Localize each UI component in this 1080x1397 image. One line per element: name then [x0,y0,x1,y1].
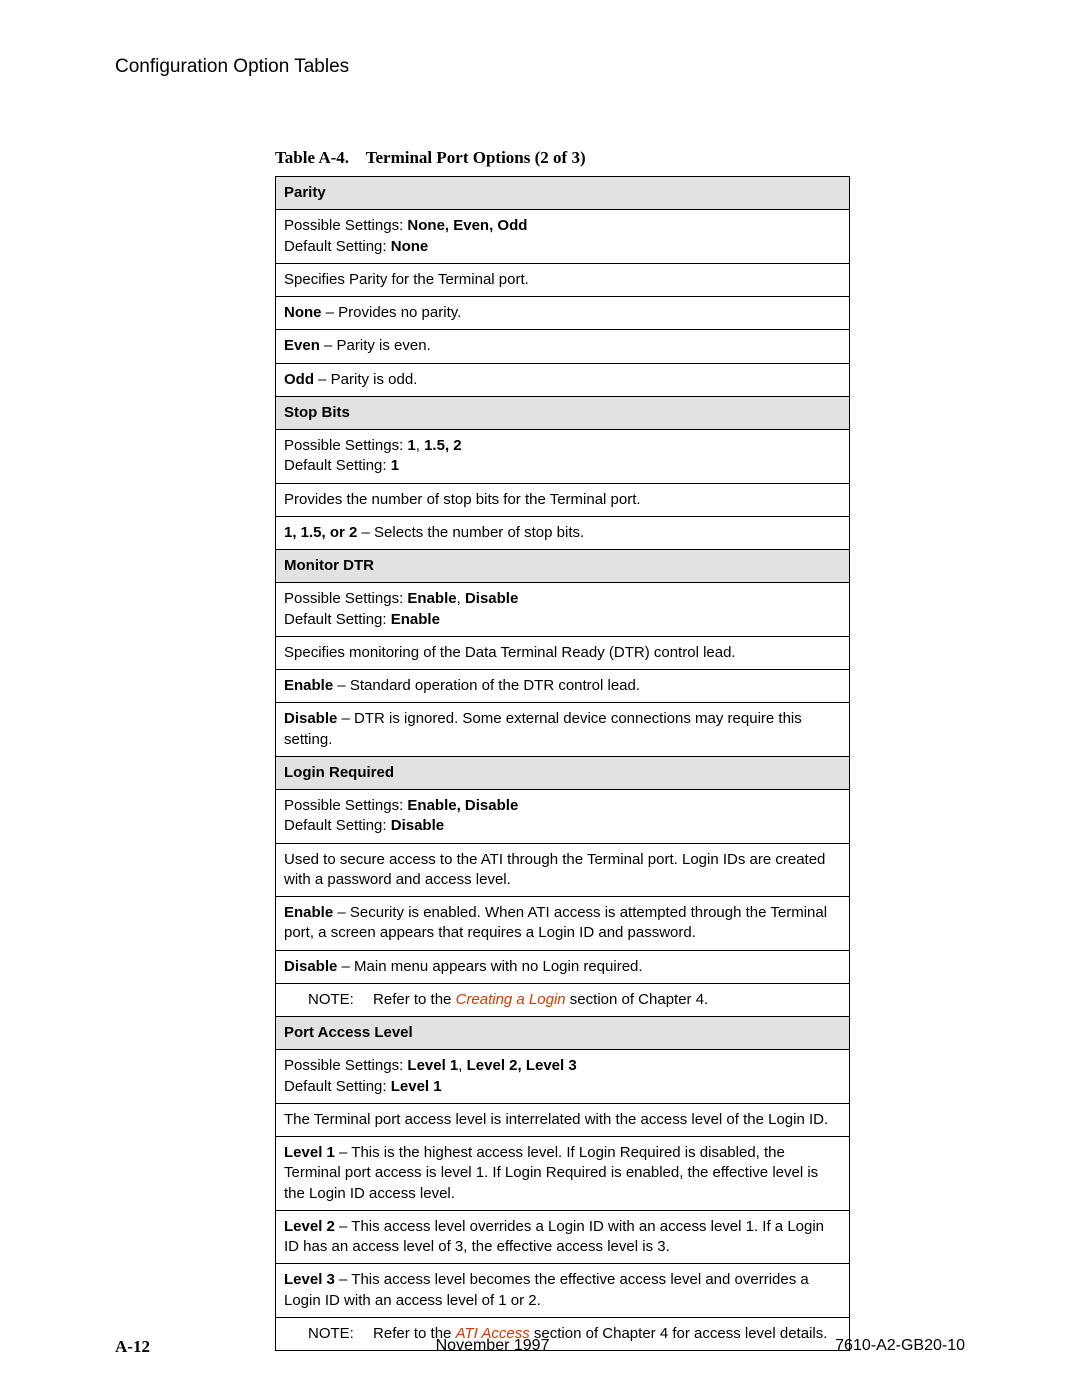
login-desc: Used to secure access to the ATI through… [276,843,850,897]
note-pre: Refer to the [373,991,456,1008]
parity-even: Even – Parity is even. [276,330,850,363]
sep: , [416,437,424,454]
page-header: Configuration Option Tables [115,56,965,78]
label: Possible Settings: [284,437,407,454]
creating-login-link[interactable]: Creating a Login [456,991,566,1008]
value: Disable [391,817,444,834]
label: Default Setting: [284,611,391,628]
access-l2: Level 2 – This access level overrides a … [276,1210,850,1264]
dtr-head: Monitor DTR [276,550,850,583]
text: – This access level becomes the effectiv… [284,1271,809,1308]
term: Level 2 [284,1218,335,1235]
stopbits-desc: Provides the number of stop bits for the… [276,483,850,516]
login-enable: Enable – Security is enabled. When ATI a… [276,897,850,951]
parity-odd: Odd – Parity is odd. [276,363,850,396]
value: None, Even, Odd [407,217,527,234]
term: Disable [284,958,337,975]
page-number: A-12 [115,1337,150,1357]
access-settings: Possible Settings: Level 1, Level 2, Lev… [276,1050,850,1104]
value: Level 1 [391,1078,442,1095]
term: Odd [284,371,314,388]
label: Default Setting: [284,1078,391,1095]
value: Level 1 [407,1057,458,1074]
stopbits-head: Stop Bits [276,396,850,429]
value: Enable, Disable [407,797,518,814]
dtr-desc: Specifies monitoring of the Data Termina… [276,636,850,669]
dtr-disable: Disable – DTR is ignored. Some external … [276,703,850,757]
text: – Main menu appears with no Login requir… [337,958,642,975]
login-settings: Possible Settings: Enable, Disable Defau… [276,790,850,844]
parity-settings: Possible Settings: None, Even, Odd Defau… [276,210,850,264]
table-container: Table A-4. Terminal Port Options (2 of 3… [275,148,850,1351]
login-head: Login Required [276,756,850,789]
login-note: NOTE: Refer to the Creating a Login sect… [276,983,850,1016]
table-caption: Table A-4. Terminal Port Options (2 of 3… [275,148,850,168]
term: Level 1 [284,1144,335,1161]
text: – This access level overrides a Login ID… [284,1218,824,1255]
value: Enable [407,590,456,607]
access-l3: Level 3 – This access level becomes the … [276,1264,850,1318]
label: Possible Settings: [284,217,407,234]
term: Enable [284,904,333,921]
text: – Standard operation of the DTR control … [333,677,640,694]
sep: , [458,1057,466,1074]
dtr-settings: Possible Settings: Enable, Disable Defau… [276,583,850,637]
text: – Provides no parity. [322,304,462,321]
sep: , [457,590,465,607]
term: Even [284,337,320,354]
value2: Disable [465,590,518,607]
value: None [391,238,429,255]
text: – This is the highest access level. If L… [284,1144,818,1202]
dtr-enable: Enable – Standard operation of the DTR c… [276,670,850,703]
login-disable: Disable – Main menu appears with no Logi… [276,950,850,983]
footer-doc-id: 7610-A2-GB20-10 [835,1337,965,1357]
page: Configuration Option Tables Table A-4. T… [0,0,1080,1397]
value2: Level 2, Level 3 [467,1057,577,1074]
footer-date: November 1997 [436,1337,550,1357]
term: Disable [284,710,337,727]
stopbits-sel: 1, 1.5, or 2 – Selects the number of sto… [276,516,850,549]
text: – Parity is even. [320,337,431,354]
text: – Selects the number of stop bits. [357,524,584,541]
access-l1: Level 1 – This is the highest access lev… [276,1137,850,1211]
page-footer: A-12 November 1997 7610-A2-GB20-10 [115,1337,965,1357]
options-table: Parity Possible Settings: None, Even, Od… [275,176,850,1351]
access-head: Port Access Level [276,1017,850,1050]
note-label: NOTE: [308,991,369,1008]
parity-head: Parity [276,177,850,210]
value: 1 [407,437,415,454]
stopbits-settings: Possible Settings: 1, 1.5, 2 Default Set… [276,430,850,484]
value: 1 [391,457,399,474]
term: 1, 1.5, or 2 [284,524,357,541]
label: Possible Settings: [284,1057,407,1074]
label: Default Setting: [284,817,391,834]
text: – Parity is odd. [314,371,417,388]
label: Default Setting: [284,457,391,474]
term: Level 3 [284,1271,335,1288]
caption-prefix: Table A-4. [275,148,349,167]
text: – DTR is ignored. Some external device c… [284,710,802,747]
caption-title: Terminal Port Options (2 of 3) [366,148,586,167]
parity-none: None – Provides no parity. [276,297,850,330]
label: Possible Settings: [284,590,407,607]
access-desc: The Terminal port access level is interr… [276,1103,850,1136]
value: Enable [391,611,440,628]
parity-desc: Specifies Parity for the Terminal port. [276,263,850,296]
note-post: section of Chapter 4. [566,991,709,1008]
value2: 1.5, 2 [424,437,462,454]
term: None [284,304,322,321]
term: Enable [284,677,333,694]
label: Possible Settings: [284,797,407,814]
text: – Security is enabled. When ATI access i… [284,904,827,941]
label: Default Setting: [284,238,391,255]
